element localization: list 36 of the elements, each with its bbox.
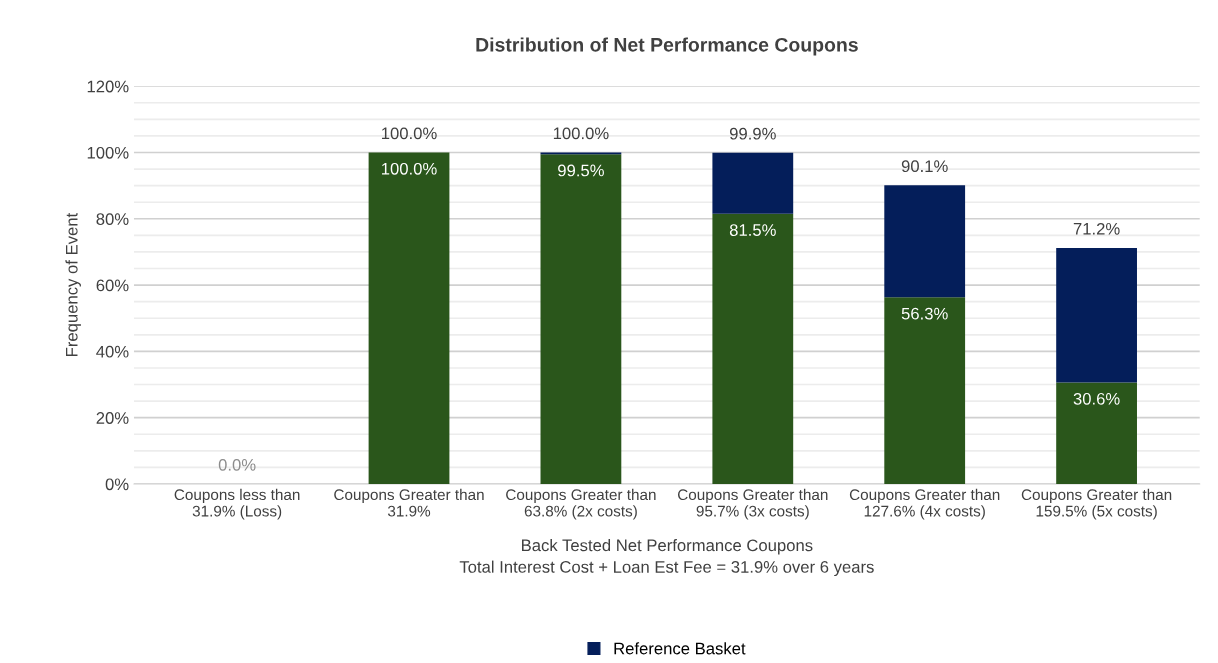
y-tick-label: 20% <box>96 412 129 424</box>
data-label: 99.5% <box>558 164 604 177</box>
x-axis-title: Back Tested Net Performance Coupons Total Interest Cost + Loan Est Fee = 31.9% over 6 years <box>459 538 874 577</box>
x-tick-label: Coupons Greater than 127.6% (4x costs) <box>849 488 1000 520</box>
total-label: 100.0% <box>382 127 437 140</box>
bar <box>368 152 450 484</box>
total-label: 90.1% <box>901 160 948 173</box>
y-axis-title: Frequency of Event <box>65 212 81 356</box>
x-tick-label: Coupons Greater than 63.8% (2x costs) <box>506 488 656 520</box>
y-tick-label: 80% <box>96 213 129 225</box>
chart-title: Distribution of Net Performance Coupons <box>476 37 858 56</box>
legend-label: Reference Basket <box>614 642 746 655</box>
y-tick-label: 100% <box>87 146 129 159</box>
bar <box>712 213 794 484</box>
total-label: 71.2% <box>1073 222 1120 235</box>
x-tick-label: Coupons Greater than 95.7% (3x costs) <box>678 488 828 520</box>
data-label: 81.5% <box>729 224 776 236</box>
y-tick-label: 40% <box>96 345 129 358</box>
total-label: 99.9% <box>729 127 776 140</box>
x-tick-label: Coupons less than 31.9% (Loss) <box>174 488 300 520</box>
y-tick-label: 120% <box>87 80 129 93</box>
data-label: 30.6% <box>1073 392 1120 405</box>
data-label: 0.0% <box>218 458 256 471</box>
bar <box>884 297 966 484</box>
y-tick-label: 60% <box>96 279 129 292</box>
x-tick-label: Coupons Greater than 31.9% <box>334 488 484 517</box>
data-label: 56.3% <box>901 307 948 320</box>
total-label: 100.0% <box>553 127 609 140</box>
y-tick-label: 0% <box>105 478 129 491</box>
data-label: 100.0% <box>382 162 437 175</box>
bar <box>1056 382 1137 484</box>
x-tick-label: Coupons Greater than 159.5% (5x costs) <box>1021 488 1172 520</box>
bar <box>1056 247 1137 383</box>
bar <box>540 154 622 484</box>
bar <box>884 185 966 298</box>
bar <box>712 152 794 214</box>
